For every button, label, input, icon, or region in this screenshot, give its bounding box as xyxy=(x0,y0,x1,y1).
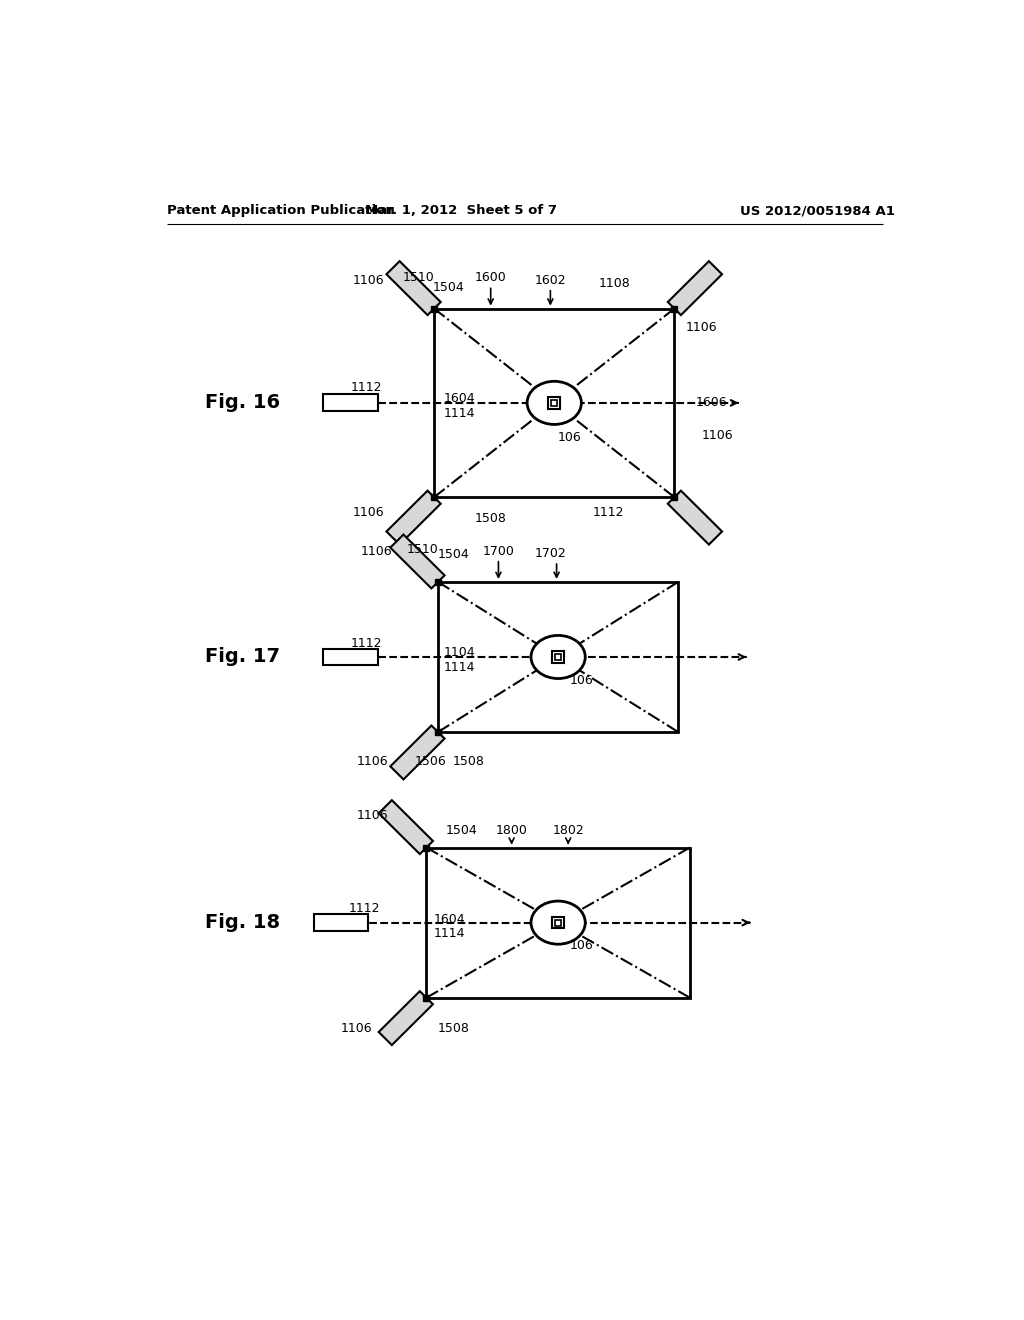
Text: 1114: 1114 xyxy=(443,407,475,420)
Text: 1510: 1510 xyxy=(407,543,438,556)
Text: 1802: 1802 xyxy=(552,824,584,837)
Text: 1106: 1106 xyxy=(356,755,388,768)
Bar xyxy=(555,920,561,925)
Text: 1602: 1602 xyxy=(535,273,566,286)
Bar xyxy=(438,582,678,733)
Text: 1112: 1112 xyxy=(351,636,382,649)
Text: 1700: 1700 xyxy=(482,545,514,557)
Bar xyxy=(324,648,378,665)
Bar xyxy=(314,915,369,931)
Text: Fig. 18: Fig. 18 xyxy=(205,913,281,932)
Text: 1112: 1112 xyxy=(350,381,382,393)
Bar xyxy=(426,847,690,998)
Ellipse shape xyxy=(531,902,586,944)
Text: 1108: 1108 xyxy=(599,277,631,290)
Text: 1106: 1106 xyxy=(686,321,718,334)
Text: 1510: 1510 xyxy=(402,271,434,284)
Polygon shape xyxy=(668,491,722,545)
Text: 1604: 1604 xyxy=(434,913,466,927)
Text: 1604: 1604 xyxy=(443,392,475,405)
Text: 1506: 1506 xyxy=(415,755,446,768)
Text: 1106: 1106 xyxy=(352,506,384,519)
Polygon shape xyxy=(386,261,440,315)
Bar xyxy=(552,917,564,928)
Text: 1104: 1104 xyxy=(443,645,475,659)
Polygon shape xyxy=(390,726,444,779)
Text: 1112: 1112 xyxy=(348,903,380,915)
Text: 1606: 1606 xyxy=(696,396,728,409)
Text: 1508: 1508 xyxy=(453,755,485,768)
Ellipse shape xyxy=(531,635,586,678)
Text: Mar. 1, 2012  Sheet 5 of 7: Mar. 1, 2012 Sheet 5 of 7 xyxy=(366,205,557,218)
Text: 1114: 1114 xyxy=(443,661,475,675)
Bar xyxy=(324,395,378,412)
Text: 1504: 1504 xyxy=(432,281,464,294)
Text: 106: 106 xyxy=(569,673,593,686)
Text: Fig. 17: Fig. 17 xyxy=(205,648,281,667)
Bar xyxy=(549,397,560,409)
Text: 1106: 1106 xyxy=(356,809,388,822)
Polygon shape xyxy=(390,535,444,589)
Text: 1112: 1112 xyxy=(593,506,625,519)
Text: 1702: 1702 xyxy=(535,546,566,560)
Bar xyxy=(551,400,557,405)
Text: Patent Application Publication: Patent Application Publication xyxy=(167,205,394,218)
Text: 106: 106 xyxy=(558,432,582,444)
Text: US 2012/0051984 A1: US 2012/0051984 A1 xyxy=(740,205,895,218)
Text: 1504: 1504 xyxy=(445,824,477,837)
Polygon shape xyxy=(379,800,433,854)
Ellipse shape xyxy=(527,381,582,425)
Text: 1106: 1106 xyxy=(701,429,733,442)
Text: 1106: 1106 xyxy=(341,1022,373,1035)
Text: Fig. 16: Fig. 16 xyxy=(205,393,281,412)
Bar xyxy=(552,651,564,663)
Text: 1504: 1504 xyxy=(437,548,469,561)
Text: 1114: 1114 xyxy=(434,927,466,940)
Bar xyxy=(434,309,675,498)
Text: 1106: 1106 xyxy=(360,545,392,557)
Text: 1800: 1800 xyxy=(496,824,527,837)
Bar xyxy=(555,655,561,660)
Text: 1600: 1600 xyxy=(475,271,507,284)
Polygon shape xyxy=(386,491,440,545)
Text: 1106: 1106 xyxy=(352,273,384,286)
Polygon shape xyxy=(379,991,433,1045)
Text: 1508: 1508 xyxy=(475,512,507,525)
Text: 106: 106 xyxy=(569,940,593,952)
Text: 1508: 1508 xyxy=(437,1022,469,1035)
Polygon shape xyxy=(668,261,722,315)
